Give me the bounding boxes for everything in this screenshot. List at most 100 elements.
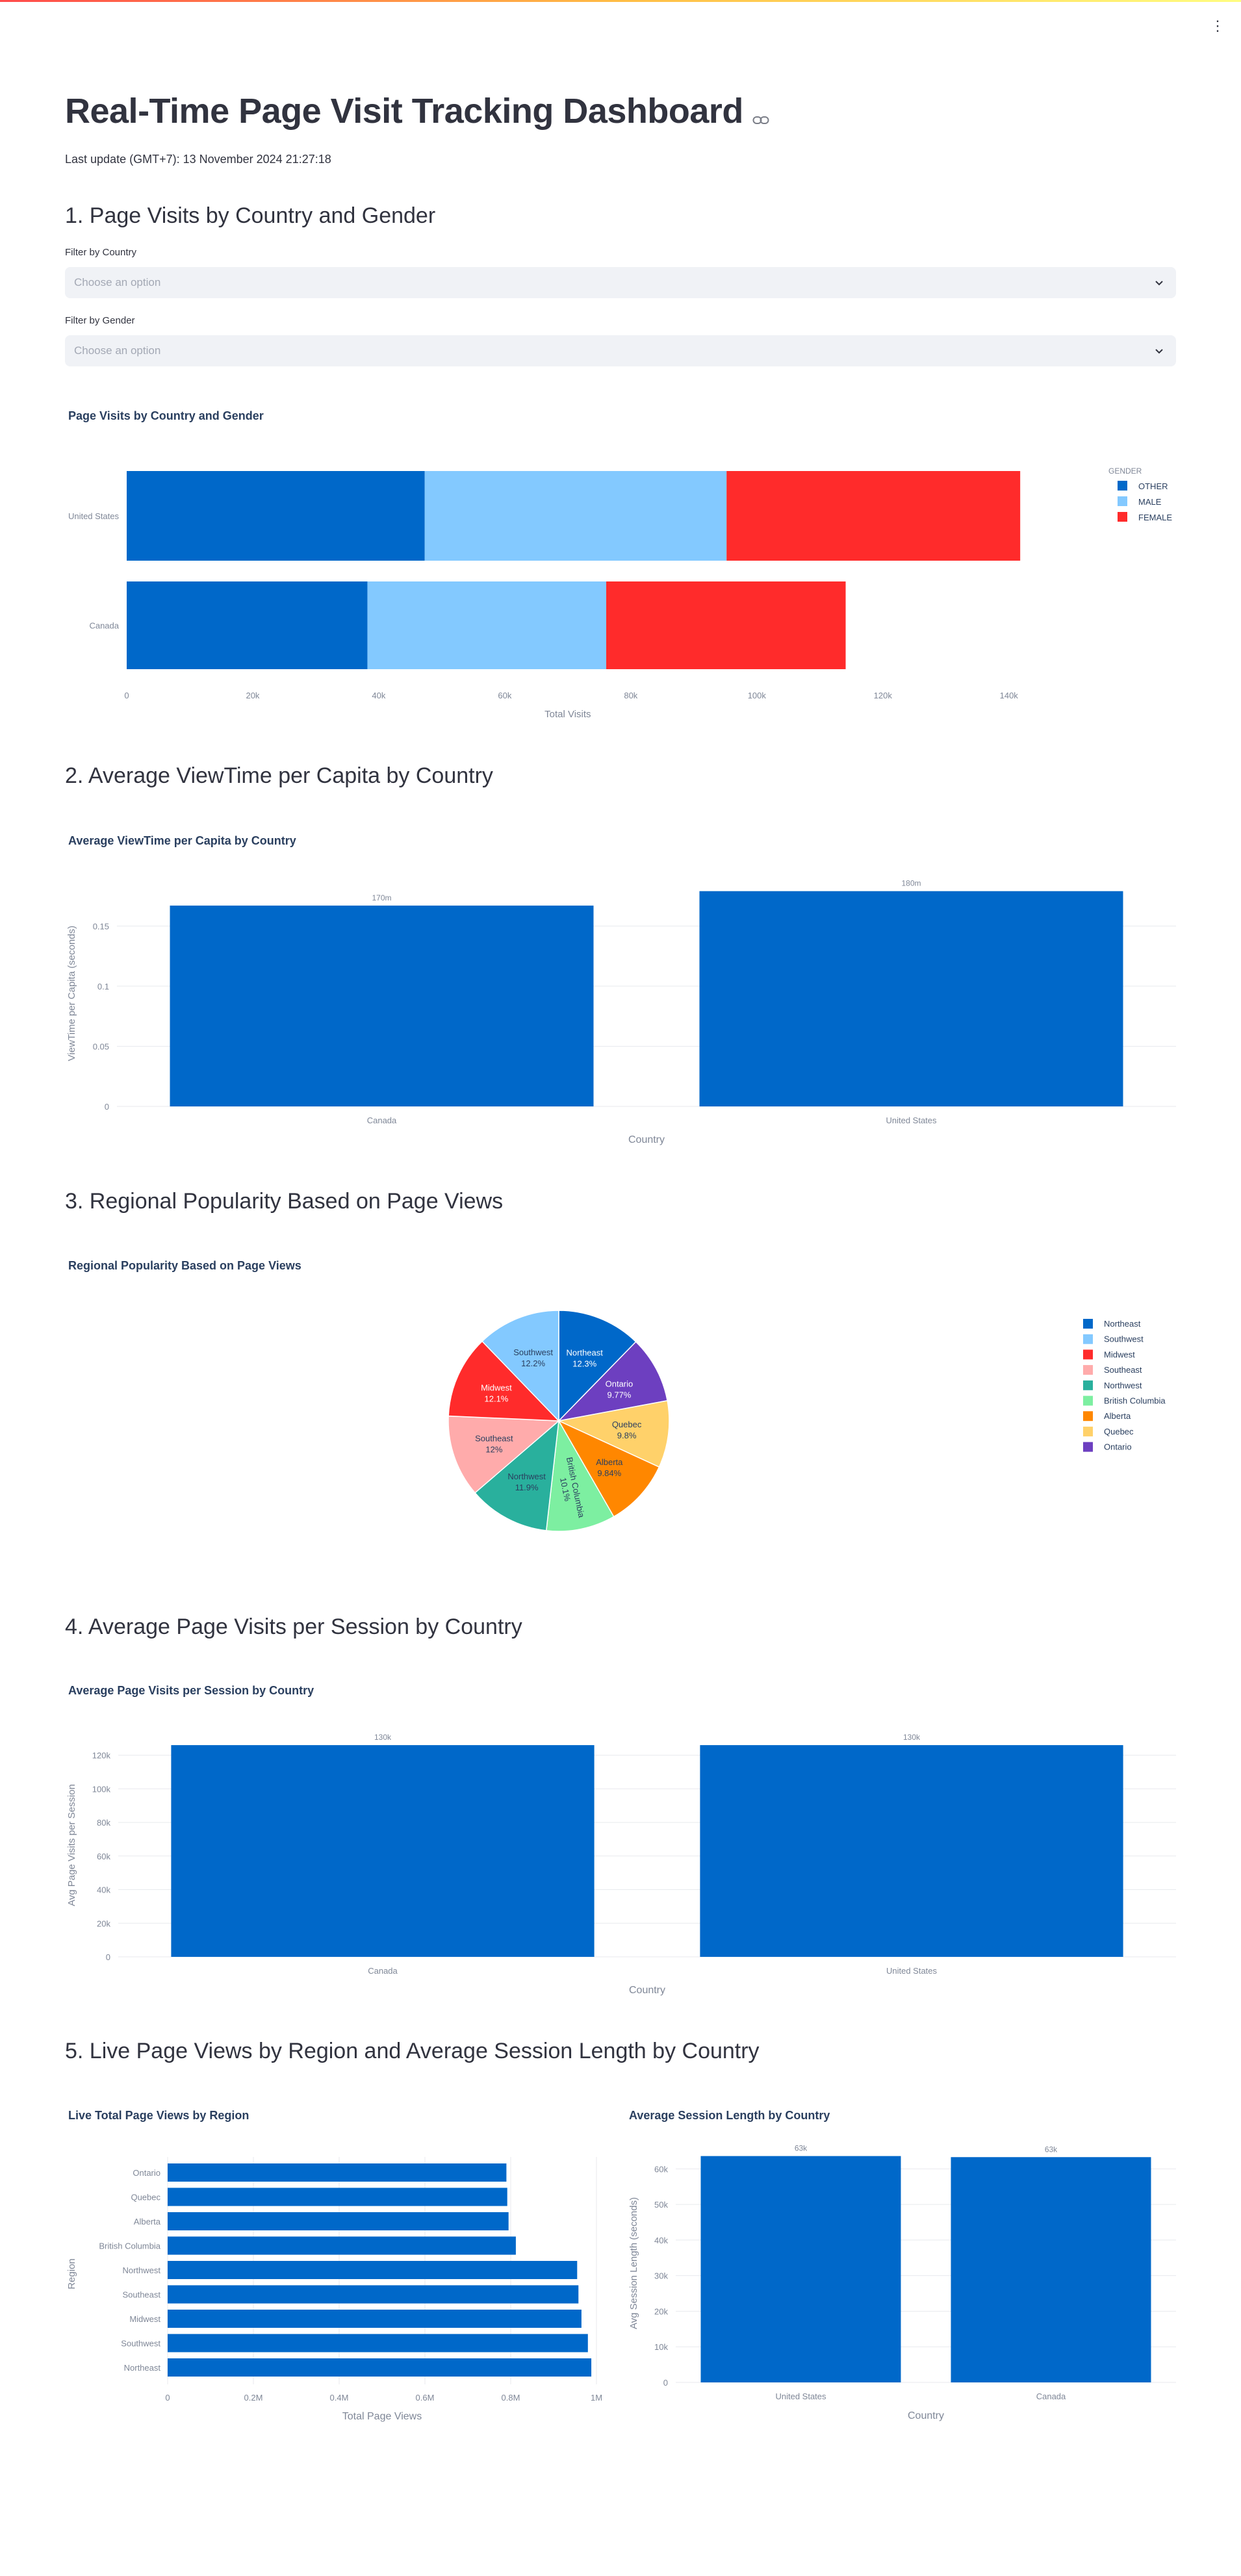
pie-pct: 12.3% — [572, 1358, 596, 1368]
section-4-heading: 4. Average Page Visits per Session by Co… — [65, 1614, 522, 1639]
pie-pct: 10.1% — [558, 1477, 572, 1503]
legend-swatch — [1118, 481, 1127, 491]
pie-slice-ontario — [557, 1341, 668, 1422]
page-title-text: Real-Time Page Visit Tracking Dashboard — [65, 92, 743, 131]
y-tick-label: 20k — [97, 1919, 110, 1928]
x-tick-label: 40k — [372, 691, 385, 700]
y-tick-label: 50k — [654, 2200, 668, 2210]
session-length-bar — [951, 2157, 1151, 2382]
legend-swatch — [1083, 1426, 1093, 1436]
bar-other — [127, 471, 425, 561]
legend-label: Northwest — [1104, 1381, 1142, 1390]
y-tick-label: 0.15 — [93, 921, 109, 931]
x-tick-label: Canada — [368, 1966, 398, 1976]
x-tick-label: United States — [886, 1116, 937, 1125]
x-tick-label: 1M — [591, 2393, 602, 2403]
pie-slice-alberta — [557, 1420, 660, 1518]
legend-swatch — [1083, 1380, 1093, 1390]
pie-slice-southeast — [448, 1415, 560, 1494]
legend-swatch — [1083, 1365, 1093, 1375]
filter-country-label: Filter by Country — [65, 247, 137, 258]
y-tick-label: 40k — [97, 1885, 110, 1895]
legend-label: British Columbia — [1104, 1396, 1166, 1406]
y-tick-label: 60k — [654, 2164, 668, 2174]
pie-label: Northeast — [567, 1347, 604, 1357]
y-tick-label: Southeast — [122, 2290, 160, 2300]
y-tick-label: Northwest — [122, 2265, 160, 2275]
x-tick-label: 0.6M — [416, 2393, 435, 2403]
chevron-down-icon — [1153, 276, 1166, 292]
pie-slice-northeast — [558, 1310, 637, 1422]
x-axis-title: Total Page Views — [342, 2411, 422, 2422]
y-tick-label: 60k — [97, 1852, 110, 1861]
main-menu-icon[interactable]: ⋮ — [1210, 18, 1225, 34]
filter-gender-label: Filter by Gender — [65, 315, 135, 326]
y-tick-label: 100k — [92, 1784, 111, 1794]
legend-swatch — [1083, 1349, 1093, 1360]
legend-label: Northeast — [1104, 1319, 1141, 1329]
y-tick-label: 0 — [106, 1952, 110, 1962]
y-tick-label: Alberta — [134, 2217, 161, 2226]
pie-label: Ontario — [606, 1379, 633, 1388]
pie-label: Alberta — [596, 1457, 623, 1467]
y-tick-label: 40k — [654, 2236, 668, 2245]
section-1-heading: 1. Page Visits by Country and Gender — [65, 203, 436, 228]
legend-title: GENDER — [1108, 466, 1142, 476]
region-bar — [168, 2358, 592, 2377]
legend-label: Ontario — [1104, 1442, 1132, 1452]
bar-value-label: 180m — [901, 879, 921, 888]
legend-swatch — [1083, 1442, 1093, 1452]
bar-value-label: 63k — [795, 2144, 808, 2153]
chart-2-title: Average ViewTime per Capita by Country — [68, 834, 296, 847]
filter-country-select[interactable]: Choose an option — [65, 267, 1176, 298]
y-tick-label: 10k — [654, 2342, 668, 2352]
bar-other — [127, 581, 368, 669]
top-decoration-bar — [0, 0, 1241, 2]
legend-label: FEMALE — [1138, 513, 1172, 522]
region-bar — [168, 2163, 507, 2182]
pie-label: Southwest — [513, 1347, 553, 1357]
x-tick-label: 120k — [874, 691, 893, 700]
bar-male — [424, 471, 727, 561]
y-tick-label: 30k — [654, 2271, 668, 2281]
legend-label: Southeast — [1104, 1365, 1142, 1375]
chevron-down-icon — [1153, 344, 1166, 361]
pie-pct: 12.1% — [485, 1394, 509, 1404]
pie-label: Southeast — [475, 1433, 513, 1443]
section-2-heading: 2. Average ViewTime per Capita by Countr… — [65, 763, 493, 788]
x-axis-title: Country — [629, 1985, 665, 1996]
legend-swatch — [1083, 1334, 1093, 1344]
x-tick-label: 140k — [1000, 691, 1019, 700]
y-tick-label: 120k — [92, 1751, 111, 1761]
x-tick-label: 0 — [165, 2393, 170, 2403]
pie-slice-british-columbia — [545, 1419, 615, 1532]
filter-gender-placeholder: Choose an option — [74, 344, 161, 357]
link-icon[interactable] — [752, 94, 769, 134]
x-tick-label: 100k — [748, 691, 767, 700]
legend-label: Alberta — [1104, 1411, 1131, 1421]
viewtime-bar — [170, 905, 594, 1106]
y-tick-label: 0.05 — [93, 1041, 109, 1051]
filter-gender-select[interactable]: Choose an option — [65, 335, 1176, 366]
bar-male — [367, 581, 607, 669]
visits-per-session-bar — [700, 1745, 1123, 1957]
legend-label: Quebec — [1104, 1427, 1134, 1436]
visits-per-session-bar — [171, 1745, 595, 1957]
legend-swatch — [1083, 1411, 1093, 1422]
legend-swatch — [1083, 1396, 1093, 1406]
bar-value-label: 63k — [1045, 2145, 1058, 2154]
x-tick-label: 20k — [246, 691, 259, 700]
legend-label: OTHER — [1138, 481, 1168, 491]
y-axis-title: Region — [66, 2258, 77, 2289]
pie-label: Midwest — [481, 1383, 512, 1393]
region-bar — [168, 2334, 588, 2353]
x-tick-label: 0.4M — [330, 2393, 349, 2403]
y-tick-label: Canada — [89, 621, 119, 631]
pie-slice-northwest — [474, 1420, 559, 1531]
x-axis-title: Total Visits — [544, 709, 591, 720]
y-tick-label: Quebec — [131, 2193, 160, 2202]
y-tick-label: 0 — [105, 1102, 109, 1112]
legend-label: Southwest — [1104, 1334, 1144, 1344]
y-axis-title: Avg Session Length (seconds) — [628, 2197, 639, 2329]
